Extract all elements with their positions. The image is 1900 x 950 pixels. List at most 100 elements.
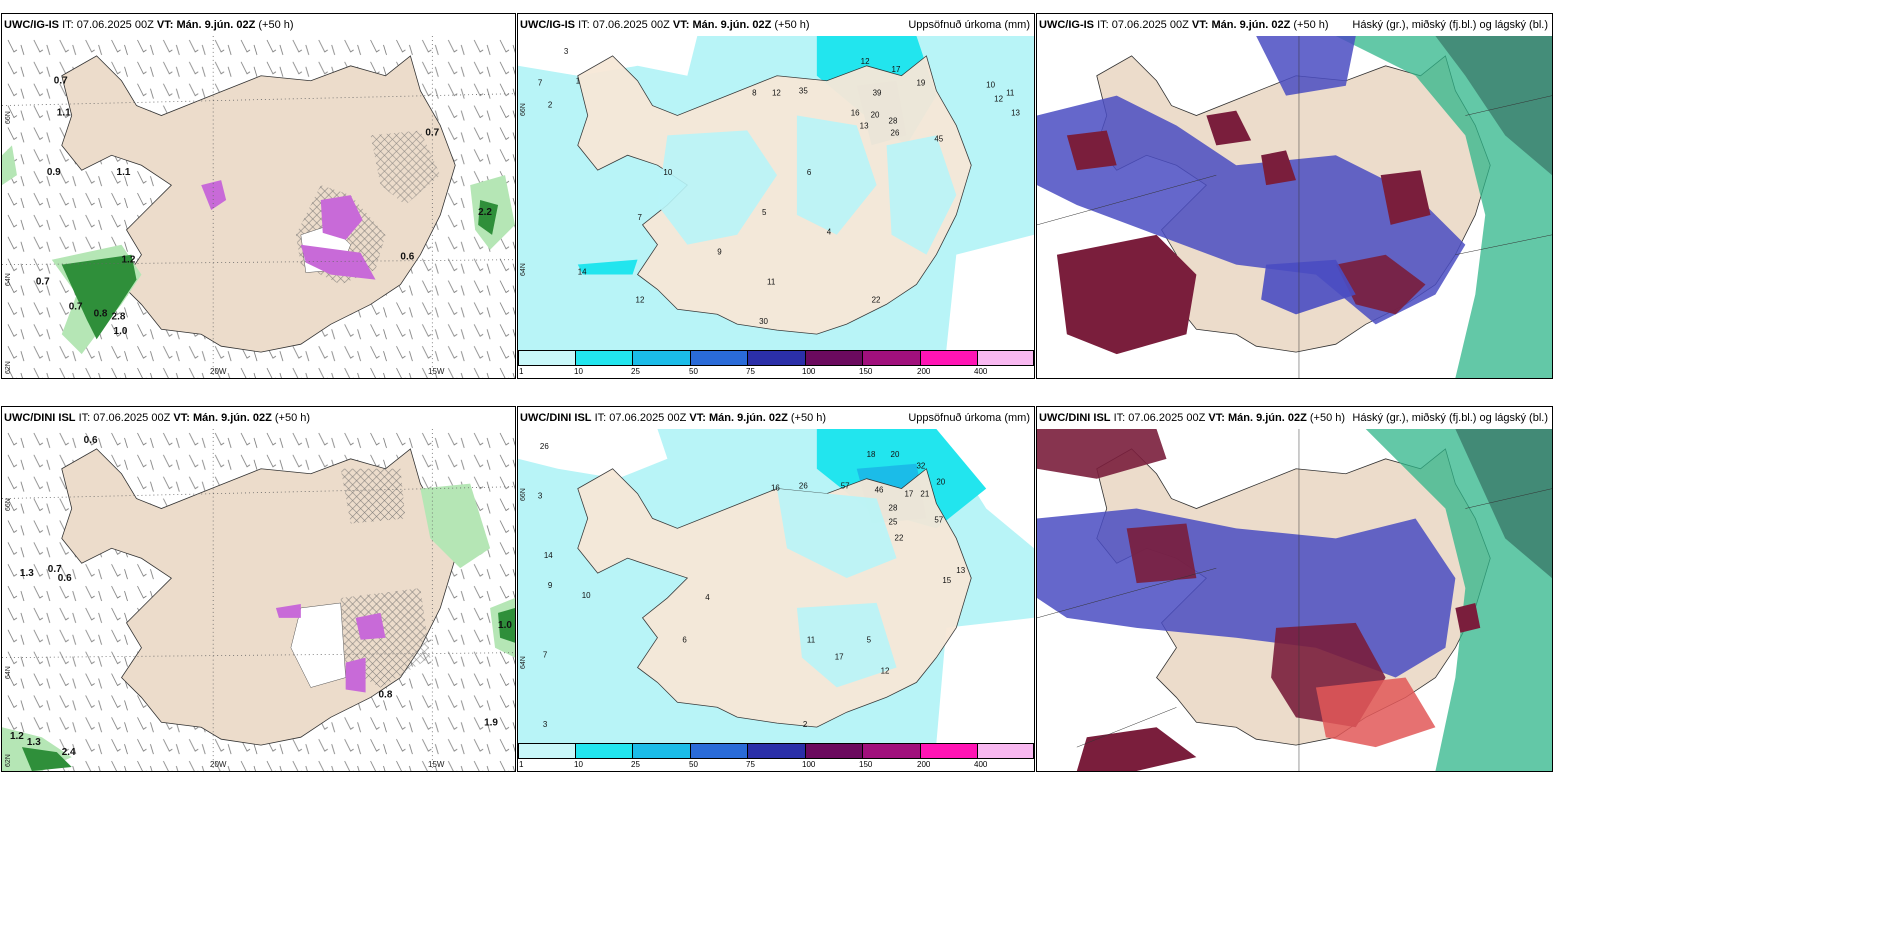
map-clouds[interactable] [1037,429,1552,771]
precip-value: 2.4 [62,747,76,758]
precip-value: 3 [538,492,543,501]
panel-title: Háský (gr.), miðský (fj.bl.) og lágský (… [1352,19,1548,31]
lat-label: 66N [5,111,12,124]
colorbar-swatch [576,743,633,759]
precip-value: 20 [936,478,945,487]
map-wind-precip[interactable]: 0.6 1.3 0.6 0.7 0.8 1.2 1.0 1.9 2.4 1.3 … [2,429,515,771]
lon-label: 20W [210,760,227,769]
map-svg: 26 14 3 18 20 32 16 26 57 46 17 21 20 28… [518,429,1034,743]
precip-value: 22 [895,533,904,542]
colorbar-tick: 10 [574,760,583,769]
precip-value: 26 [540,442,549,451]
precip-value: 0.6 [400,252,414,263]
precip-value: 39 [873,89,882,98]
colorbar-tick: 75 [746,760,755,769]
precip-value: 20 [871,110,880,119]
lat-label: 62N [5,361,12,374]
precip-value: 26 [891,128,900,137]
vt-prefix: VT: [689,412,706,424]
precip-value: 2.2 [478,207,492,218]
panel-header: UWC/IG-IS IT: 07.06.2025 00Z VT: Mán. 9.… [1037,14,1552,36]
colorbar-tick: 150 [859,760,873,769]
precip-value: 30 [759,317,768,326]
precip-value: 0.6 [84,435,98,446]
model-name: UWC/DINI ISL [1039,412,1111,424]
it-prefix: IT: [78,412,91,424]
init-time: 07.06.2025 00Z [1128,412,1206,424]
precip-value: 9 [548,581,553,590]
map-wind-precip[interactable]: 0.7 1.1 1.2 0.9 0.7 0.7 1.1 0.8 2.8 1.0 … [2,36,515,378]
lon-label: 15W [428,760,445,769]
precip-value: 0.8 [94,308,108,319]
precip-value: 17 [892,65,901,74]
precip-value: 45 [934,134,943,143]
colorbar-swatch [748,350,806,366]
precip-value: 11 [1006,89,1015,98]
precip-value: 1.9 [484,717,498,728]
precip-value: 1.1 [117,167,131,178]
it-prefix: IT: [578,19,590,31]
panel-title: Háský (gr.), miðský (fj.bl.) og lágský (… [1352,412,1548,424]
precip-value: 0.6 [58,573,72,584]
map-svg: 0.6 1.3 0.6 0.7 0.8 1.2 1.0 1.9 2.4 1.3 [2,429,515,771]
precip-value: 57 [934,515,943,524]
model-name: UWC/DINI ISL [4,412,76,424]
colorbar-tick: 10 [574,367,583,376]
map-clouds[interactable] [1037,36,1552,378]
precip-value: 0.8 [379,689,393,700]
precip-value: 28 [889,503,898,512]
model-name: UWC/DINI ISL [520,412,592,424]
precip-value: 21 [920,490,929,499]
precip-value: 13 [956,566,965,575]
precip-value: 13 [1011,109,1020,118]
colorbar-swatch [806,743,863,759]
colorbar-swatch [806,350,863,366]
colorbar-swatch [633,350,691,366]
valid-time: Mán. 9.jún. 02Z [176,19,256,31]
precip-value: 26 [799,482,808,491]
init-time: 07.06.2025 00Z [93,412,171,424]
vt-prefix: VT: [1208,412,1225,424]
precip-value: 1.3 [27,737,41,748]
colorbar-tick: 400 [974,760,988,769]
map-svg [1037,36,1552,378]
map-precip[interactable]: 3 1 7 2 8 12 35 12 17 19 39 16 20 13 28 … [518,36,1034,350]
precip-value: 18 [867,450,876,459]
init-time: 07.06.2025 00Z [609,412,687,424]
precip-value: 2 [803,720,808,729]
colorbar-tick: 100 [802,760,816,769]
precip-value: 11 [807,636,816,645]
map-svg: 0.7 1.1 1.2 0.9 0.7 0.7 1.1 0.8 2.8 1.0 … [2,36,515,378]
lead-time: (+50 h) [1293,19,1329,31]
colorbar-swatch [863,743,921,759]
precip-value: 16 [771,484,780,493]
precip-value: 13 [860,121,869,130]
precip-value: 17 [905,490,914,499]
model-name: UWC/IG-IS [1039,19,1094,31]
precip-value: 10 [582,591,591,600]
precip-value: 20 [891,450,900,459]
precip-value: 10 [986,81,995,90]
precip-value: 6 [682,636,687,645]
precip-value: 1.3 [20,568,34,579]
precip-value: 32 [916,462,925,471]
panel-header: UWC/IG-IS IT: 07.06.2025 00Z VT: Mán. 9.… [2,14,515,36]
map-precip[interactable]: 26 14 3 18 20 32 16 26 57 46 17 21 20 28… [518,429,1034,743]
colorbar-tick: 25 [631,367,640,376]
precip-value: 0.7 [69,301,83,312]
model-name: UWC/IG-IS [4,19,59,31]
precip-value: 2.8 [112,311,126,322]
precip-value: 5 [867,636,872,645]
colorbar-tick: 150 [859,367,873,376]
precip-value: 15 [942,576,951,585]
colorbar-swatch [691,743,748,759]
precip-value: 12 [994,95,1003,104]
precip-value: 8 [752,89,757,98]
colorbar-swatch [576,350,633,366]
lat-label: 62N [5,754,12,767]
precip-value: 57 [841,482,850,491]
precip-value: 9 [717,248,722,257]
panel-header: UWC/IG-IS IT: 07.06.2025 00Z VT: Mán. 9.… [518,14,1034,36]
precip-value: 1 [576,77,581,86]
precip-value: 0.9 [47,167,61,178]
